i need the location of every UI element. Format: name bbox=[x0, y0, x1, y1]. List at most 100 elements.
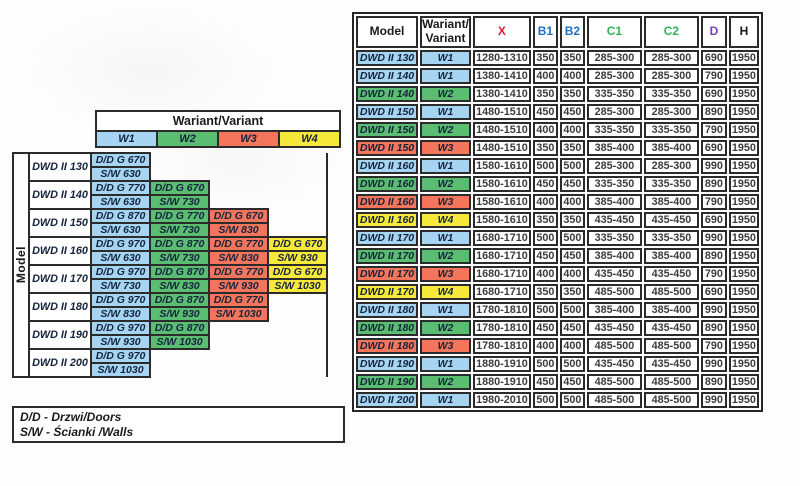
spec-cell-b2: 500 bbox=[559, 229, 585, 246]
spec-cell-variant: W1 bbox=[420, 301, 471, 318]
spec-cell-c1: 435-450 bbox=[586, 211, 642, 228]
spec-cell-variant: W3 bbox=[420, 265, 471, 282]
spec-cell-d: 990 bbox=[700, 229, 727, 246]
spec-row: DWD II 180 W1 1780-1810 500 500 385-400 385-40… bbox=[356, 301, 759, 318]
spec-cell-x: 1780-1810 bbox=[472, 319, 531, 336]
empty-cell bbox=[268, 335, 327, 349]
empty-cell bbox=[150, 167, 209, 181]
spec-cell-h: 1950 bbox=[728, 301, 759, 318]
empty-cell bbox=[209, 181, 268, 195]
spec-cell-model: DWD II 160 bbox=[356, 193, 418, 210]
model-row-walls: S/W 630 S/W 730 bbox=[13, 194, 327, 210]
spec-cell-b2: 400 bbox=[559, 337, 585, 354]
empty-cell bbox=[268, 209, 327, 223]
spec-row: DWD II 140 W2 1380-1410 350 350 335-350 335-35… bbox=[356, 85, 759, 102]
spec-cell-b1: 450 bbox=[532, 373, 558, 390]
spec-cell-x: 1780-1810 bbox=[472, 337, 531, 354]
empty-cell bbox=[150, 349, 209, 363]
variant-col-header-w3: W3 bbox=[217, 130, 280, 148]
model-row-label: DWD II 150 bbox=[28, 208, 92, 238]
spec-cell-variant: W2 bbox=[420, 373, 471, 390]
spec-cell-model: DWD II 130 bbox=[356, 49, 418, 66]
variant-cell-doors: D/D G 670 bbox=[208, 208, 269, 224]
legend-box: D/D - Drzwi/Doors S/W - Ścianki /Walls bbox=[12, 406, 345, 443]
spec-cell-b1: 400 bbox=[532, 337, 558, 354]
dimensions-header-row: Model Wariant/ Variant X B1 B2 C1 C2 D H bbox=[356, 16, 759, 48]
spec-cell-h: 1950 bbox=[728, 139, 759, 156]
legend-doors: D/D - Drzwi/Doors bbox=[20, 410, 122, 424]
spec-row: DWD II 130 W1 1280-1310 350 350 285-300 285-30… bbox=[356, 49, 759, 66]
col-header-h: H bbox=[728, 16, 759, 48]
variant-cell-walls: S/W 1030 bbox=[90, 362, 151, 378]
dimensions-table: Model Wariant/ Variant X B1 B2 C1 C2 D H DWD II … bbox=[352, 12, 763, 412]
spec-cell-model: DWD II 170 bbox=[356, 265, 418, 282]
spec-cell-b2: 400 bbox=[559, 265, 585, 282]
spec-cell-c1: 335-350 bbox=[586, 175, 642, 192]
spec-cell-d: 890 bbox=[700, 373, 727, 390]
variant-col-header-w4: W4 bbox=[278, 130, 341, 148]
spec-cell-c2: 435-450 bbox=[643, 355, 699, 372]
spec-cell-b1: 450 bbox=[532, 319, 558, 336]
spec-cell-h: 1950 bbox=[728, 211, 759, 228]
variant-cell-doors: D/D G 670 bbox=[90, 152, 151, 168]
empty-cell bbox=[268, 153, 327, 167]
spec-cell-variant: W3 bbox=[420, 139, 471, 156]
spec-cell-c2: 285-300 bbox=[643, 157, 699, 174]
spec-cell-b1: 350 bbox=[532, 283, 558, 300]
model-row-doors: DWD II 180 D/D G 970 D/D G 870 D/D G 770 bbox=[13, 292, 327, 322]
spec-cell-x: 1580-1610 bbox=[472, 211, 531, 228]
spec-cell-b1: 500 bbox=[532, 355, 558, 372]
spec-cell-model: DWD II 180 bbox=[356, 337, 418, 354]
spec-cell-d: 890 bbox=[700, 247, 727, 264]
spec-row: DWD II 160 W3 1580-1610 400 400 385-400 385-40… bbox=[356, 193, 759, 210]
variant-cell-walls: S/W 1030 bbox=[267, 278, 328, 294]
spec-cell-b1: 450 bbox=[532, 247, 558, 264]
spec-cell-c1: 435-450 bbox=[586, 265, 642, 282]
col-header-d: D bbox=[700, 16, 727, 48]
spec-cell-c1: 385-400 bbox=[586, 193, 642, 210]
spec-cell-d: 790 bbox=[700, 193, 727, 210]
spec-row: DWD II 180 W3 1780-1810 400 400 485-500 485-50… bbox=[356, 337, 759, 354]
spec-cell-variant: W2 bbox=[420, 121, 471, 138]
spec-cell-c1: 385-400 bbox=[586, 247, 642, 264]
spec-cell-d: 890 bbox=[700, 319, 727, 336]
variant-cell-doors: D/D G 670 bbox=[267, 236, 328, 252]
spec-cell-x: 1480-1510 bbox=[472, 103, 531, 120]
spec-cell-x: 1280-1310 bbox=[472, 49, 531, 66]
empty-cell bbox=[209, 195, 268, 209]
col-header-b2: B2 bbox=[559, 16, 585, 48]
variant-cell-doors: D/D G 970 bbox=[90, 264, 151, 280]
spec-cell-c2: 385-400 bbox=[643, 247, 699, 264]
spec-cell-c1: 285-300 bbox=[586, 67, 642, 84]
empty-cell bbox=[268, 181, 327, 195]
spec-cell-b1: 400 bbox=[532, 121, 558, 138]
spec-cell-d: 990 bbox=[700, 391, 727, 408]
spec-row: DWD II 150 W1 1480-1510 450 450 285-300 285-30… bbox=[356, 103, 759, 120]
spec-cell-c2: 385-400 bbox=[643, 301, 699, 318]
spec-cell-b1: 350 bbox=[532, 211, 558, 228]
model-row-doors: DWD II 140 D/D G 770 D/D G 670 bbox=[13, 180, 327, 210]
variant-header-cols-row: W1 W2 W3 W4 bbox=[95, 130, 341, 148]
variant-cell-walls: S/W 830 bbox=[90, 306, 151, 322]
variant-cell-walls: S/W 730 bbox=[90, 278, 151, 294]
spec-cell-variant: W1 bbox=[420, 355, 471, 372]
spec-row: DWD II 150 W2 1480-1510 400 400 335-350 335-35… bbox=[356, 121, 759, 138]
model-row-walls: S/W 930 S/W 1030 bbox=[13, 334, 327, 350]
model-row-doors: DWD II 150 D/D G 870 D/D G 770 D/D G 670 bbox=[13, 208, 327, 238]
spec-row: DWD II 140 W1 1380-1410 400 400 285-300 285-30… bbox=[356, 67, 759, 84]
spec-cell-model: DWD II 150 bbox=[356, 139, 418, 156]
spec-cell-model: DWD II 160 bbox=[356, 175, 418, 192]
empty-cell bbox=[150, 153, 209, 167]
spec-cell-b2: 400 bbox=[559, 67, 585, 84]
variant-cell-walls: S/W 930 bbox=[90, 334, 151, 350]
spec-cell-c1: 335-350 bbox=[586, 121, 642, 138]
spec-cell-model: DWD II 160 bbox=[356, 157, 418, 174]
model-row-doors: DWD II 160 D/D G 970 D/D G 870 D/D G 770 D/D… bbox=[13, 236, 328, 266]
spec-cell-variant: W2 bbox=[420, 319, 471, 336]
spec-cell-model: DWD II 200 bbox=[356, 391, 418, 408]
empty-cell bbox=[268, 321, 327, 335]
model-row-label: DWD II 180 bbox=[28, 292, 92, 322]
variant-cell-walls: S/W 1030 bbox=[208, 306, 269, 322]
empty-cell bbox=[268, 349, 327, 363]
variant-header-table: Wariant/Variant W1 W2 W3 W4 bbox=[95, 110, 341, 148]
